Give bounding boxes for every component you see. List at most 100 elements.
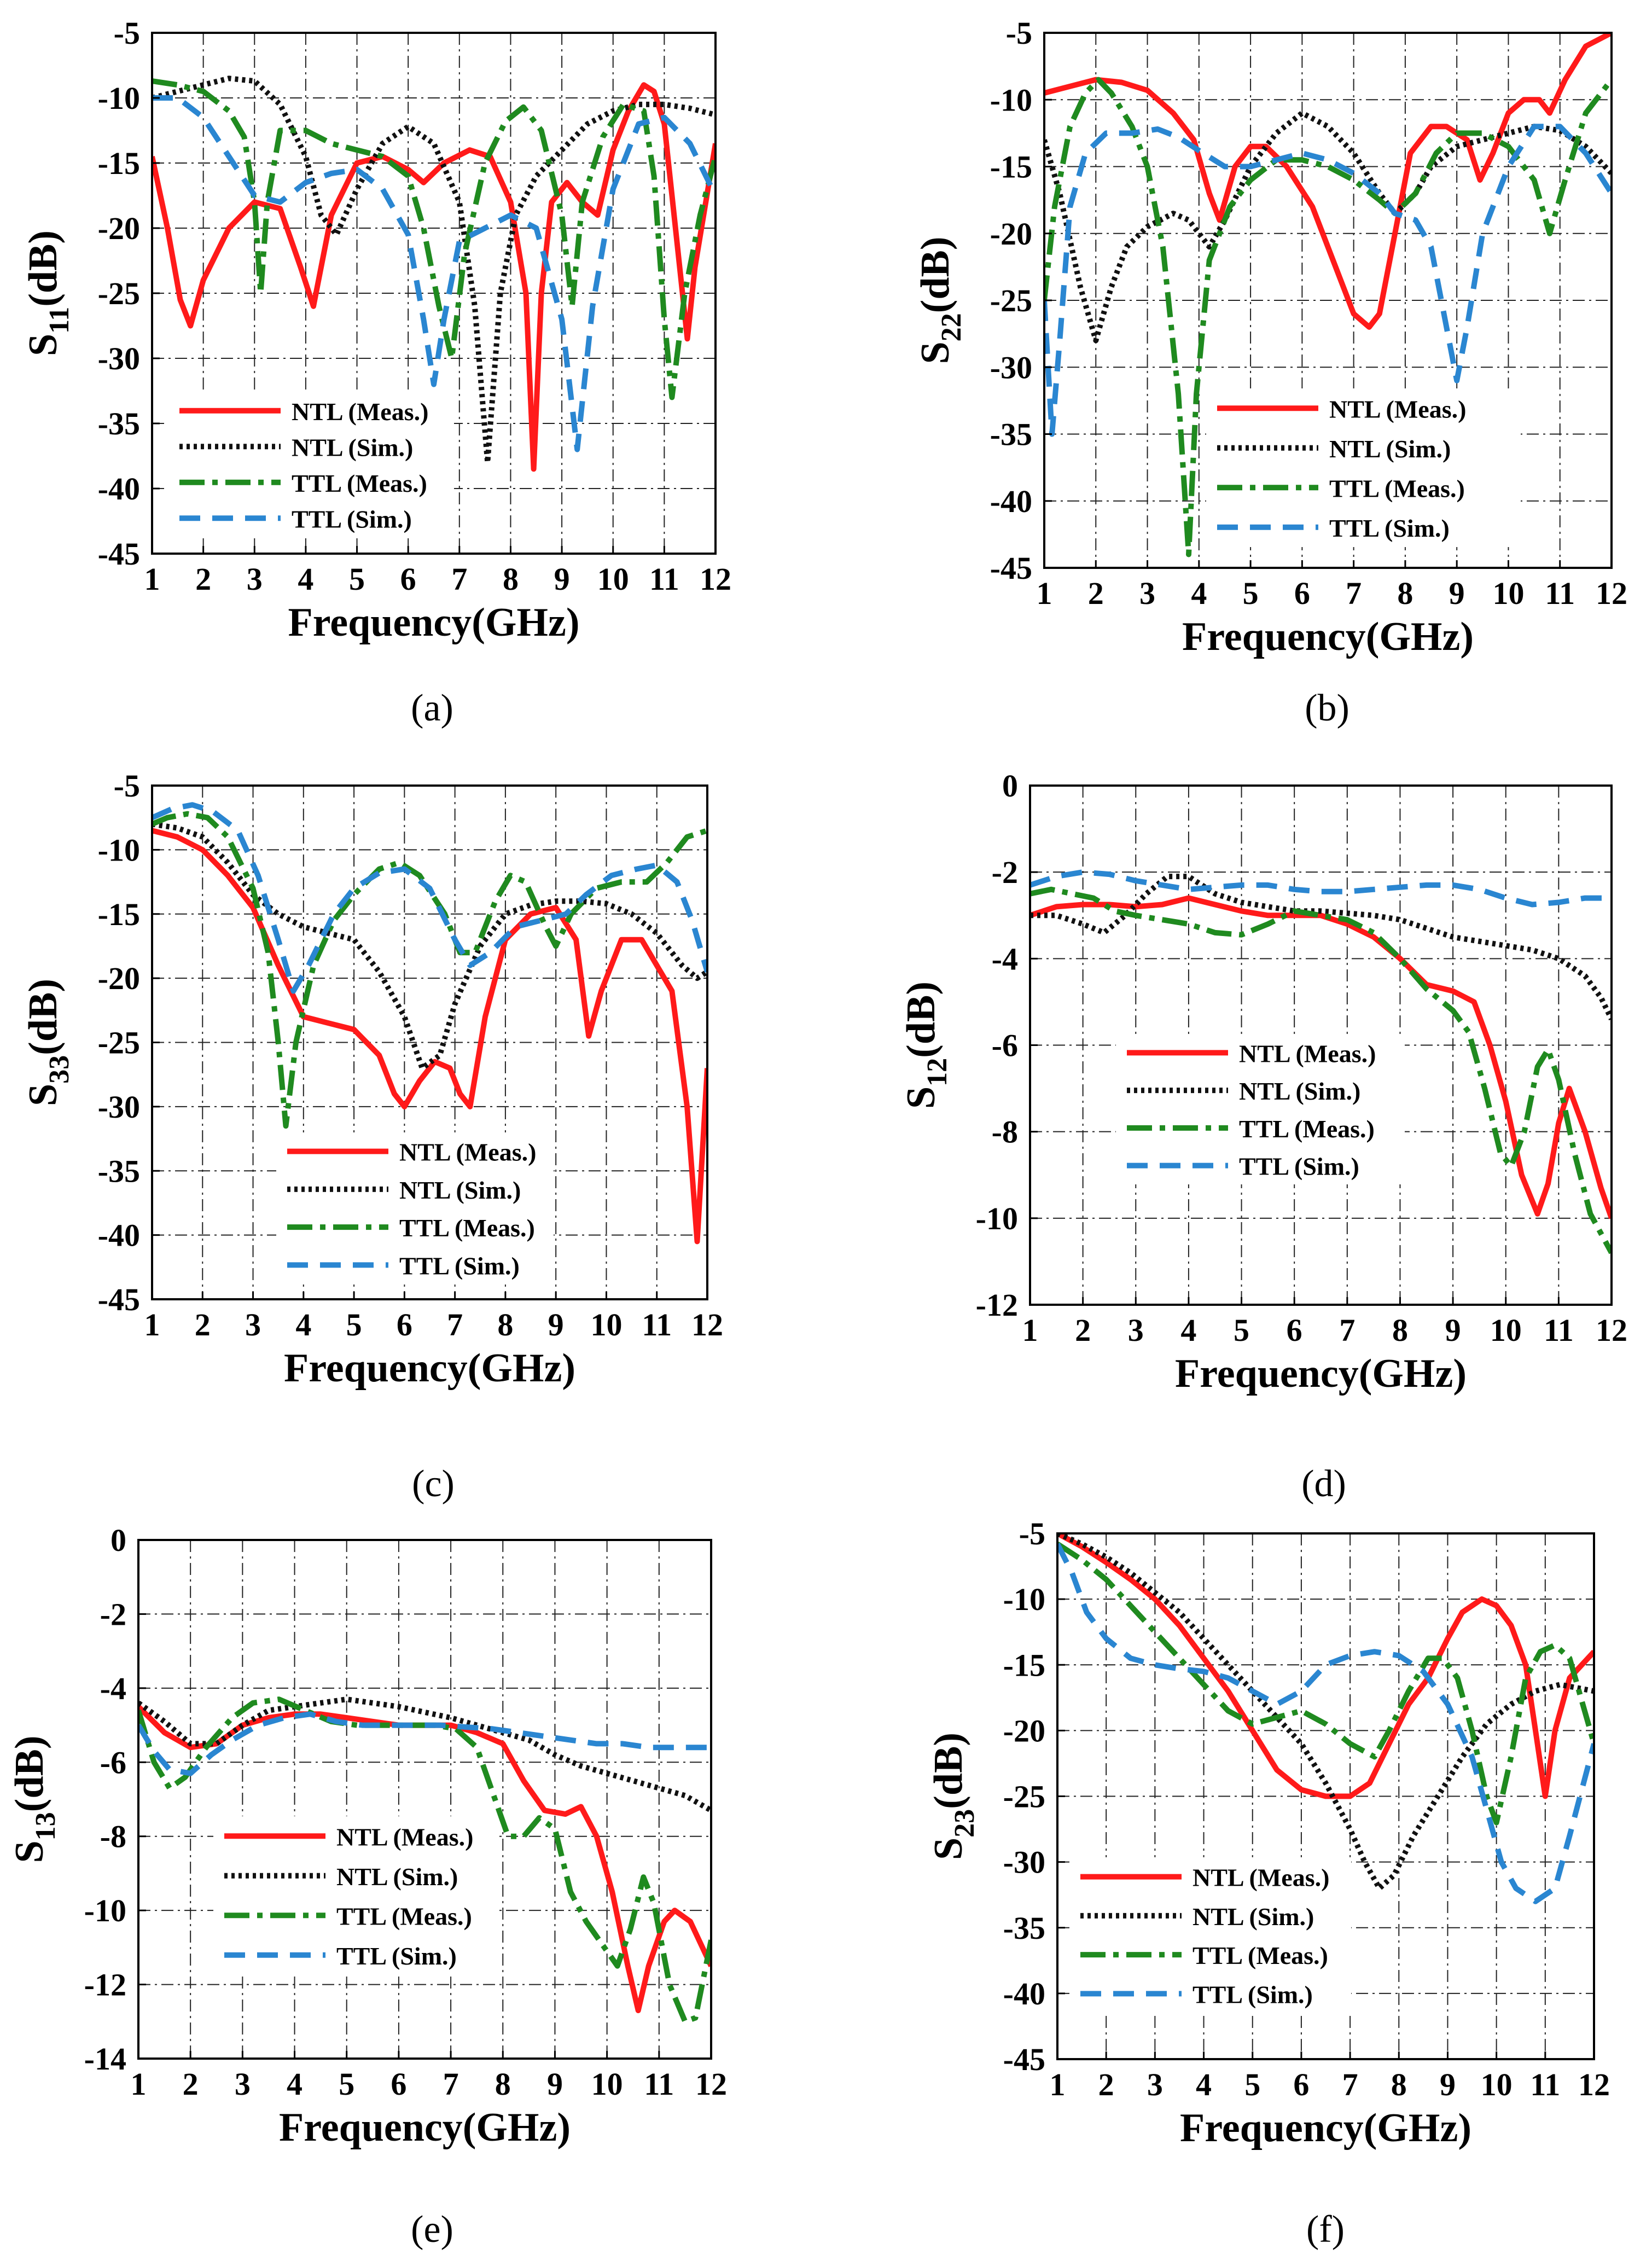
x-tick-label: 8 — [497, 1307, 513, 1342]
x-tick-label: 11 — [649, 561, 679, 597]
legend-entry-label: TTL (Meas.) — [292, 469, 427, 497]
x-tick-label: 3 — [235, 2066, 251, 2102]
y-tick-label: -5 — [1019, 1516, 1045, 1551]
panel-label: (d) — [1301, 1463, 1346, 1505]
x-tick-label: 6 — [391, 2066, 406, 2102]
legend-entry-label: TTL (Meas.) — [399, 1214, 535, 1242]
series-line-ttl-meas — [152, 78, 716, 400]
series-line-ttl-meas — [1030, 886, 1612, 1254]
y-tick-label: -10 — [976, 1201, 1018, 1236]
x-tick-label: 5 — [1244, 2067, 1260, 2102]
legend-entry-label: NTL (Meas.) — [1329, 395, 1466, 423]
x-tick-label: 2 — [195, 561, 211, 597]
y-tick-label: -30 — [98, 341, 140, 376]
x-axis-label: Frequency(GHz) — [1180, 2106, 1471, 2150]
legend-entry-label: NTL (Sim.) — [1239, 1077, 1360, 1105]
x-tick-label: 7 — [443, 2066, 459, 2102]
y-tick-label: -2 — [100, 1596, 126, 1632]
y-tick-label: -5 — [114, 15, 140, 51]
y-tick-label: -45 — [1003, 2042, 1045, 2077]
x-tick-label: 5 — [339, 2066, 354, 2102]
y-axis-label: S23(dB) — [926, 1733, 980, 1860]
legend-entry-label: TTL (Sim.) — [399, 1252, 520, 1280]
x-tick-label: 10 — [590, 1307, 622, 1342]
series-line-ntl-sim — [152, 75, 716, 466]
x-tick-label: 4 — [295, 1307, 311, 1342]
legend: NTL (Meas.) NTL (Sim.) TTL (Meas.) TTL (Sim… — [1069, 1857, 1351, 2013]
x-tick-label: 6 — [1287, 1312, 1302, 1348]
x-tick-label: 10 — [591, 2066, 623, 2102]
legend-entry-label: NTL (Meas.) — [1193, 1864, 1329, 1892]
y-tick-label: -8 — [100, 1819, 126, 1855]
series-line-ttl-sim — [1030, 869, 1612, 908]
y-tick-label: -30 — [98, 1089, 140, 1125]
series-line-ntl-sim — [1057, 1533, 1594, 1891]
x-tick-label: 2 — [1075, 1312, 1091, 1348]
x-tick-label: 3 — [1147, 2067, 1163, 2102]
x-tick-label: 3 — [1128, 1312, 1144, 1348]
legend-entry-label: NTL (Sim.) — [1193, 1903, 1314, 1931]
series-line-ntl-sim — [138, 1696, 711, 1813]
legend-entry-label: TTL (Sim.) — [1239, 1153, 1359, 1181]
plot-frame — [137, 1539, 712, 2060]
x-tick-label: 9 — [547, 2066, 563, 2102]
y-tick-label: -45 — [98, 1282, 140, 1317]
x-axis-label: Frequency(GHz) — [1182, 614, 1474, 659]
legend-entry-label: TTL (Sim.) — [1193, 1980, 1313, 2008]
x-tick-label: 10 — [597, 561, 629, 597]
x-axis-label: Frequency(GHz) — [279, 2105, 571, 2150]
panel-label: (a) — [411, 687, 453, 729]
x-tick-label: 7 — [1346, 576, 1362, 611]
x-tick-label: 8 — [1392, 1312, 1408, 1348]
x-tick-label: 9 — [1440, 2067, 1456, 2102]
y-tick-label: -35 — [990, 417, 1032, 452]
y-tick-label: -35 — [98, 1153, 140, 1189]
chart-panel-c: 1 2 3 4 5 6 7 8 9 10 11 12-45-40-35-30-25-20-15-10-… — [21, 768, 723, 1505]
y-axis-label: S11(dB) — [21, 230, 75, 356]
series-line-ntl-meas — [138, 1705, 711, 2013]
x-tick-label: 1 — [1022, 1312, 1038, 1348]
panel-label: (e) — [411, 2208, 453, 2251]
x-tick-label: 3 — [245, 1307, 261, 1342]
y-tick-label: -30 — [1003, 1845, 1045, 1880]
y-tick-label: -25 — [98, 1025, 140, 1061]
chart-panel-b: 1 2 3 4 5 6 7 8 9 10 11 12-45-40-35-30-25-20-15-10-… — [913, 15, 1627, 729]
panel-label: (c) — [412, 1463, 455, 1505]
x-tick-label: 1 — [144, 1307, 160, 1342]
series-line-ttl-sim — [138, 1711, 711, 1776]
y-tick-label: -12 — [976, 1287, 1018, 1323]
x-tick-label: 9 — [548, 1307, 564, 1342]
y-tick-label: -8 — [992, 1114, 1018, 1150]
x-tick-label: 10 — [1492, 576, 1524, 611]
x-tick-label: 4 — [1180, 1312, 1196, 1348]
y-tick-label: -4 — [992, 941, 1018, 977]
x-tick-label: 12 — [695, 2066, 727, 2102]
y-tick-label: -40 — [98, 471, 140, 507]
series-line-ttl-meas — [152, 811, 707, 1129]
plot-area — [138, 1540, 711, 2059]
y-axis-label: S12(dB) — [899, 981, 953, 1109]
legend-box — [1069, 1857, 1351, 2013]
series-line-ttl-sim — [152, 95, 716, 452]
y-tick-label: -10 — [98, 832, 140, 868]
y-tick-label: -40 — [990, 484, 1032, 519]
legend-box — [213, 1816, 498, 1975]
y-tick-label: -25 — [990, 283, 1032, 318]
x-tick-label: 8 — [1391, 2067, 1407, 2102]
x-tick-label: 6 — [397, 1307, 412, 1342]
x-tick-label: 4 — [1196, 2067, 1212, 2102]
series-line-ntl-meas — [152, 828, 707, 1245]
y-tick-label: -25 — [98, 276, 140, 311]
y-tick-label: -15 — [98, 897, 140, 932]
legend-entry-label: TTL (Sim.) — [292, 505, 412, 533]
x-tick-label: 8 — [503, 561, 519, 597]
x-tick-label: 12 — [1596, 576, 1627, 611]
series-line-ntl-meas — [1044, 33, 1612, 330]
chart-panel-d: 1 2 3 4 5 6 7 8 9 10 11 12-12-10-8-6-4-20Frequency(… — [899, 768, 1627, 1505]
y-tick-label: -35 — [1003, 1910, 1045, 1946]
y-tick-label: -2 — [992, 855, 1018, 890]
series-line-ttl-meas — [1057, 1542, 1594, 1826]
panel-label: (b) — [1305, 687, 1349, 729]
chart-panel-e: 1 2 3 4 5 6 7 8 9 10 11 12-14-12-10-8-6-4-20Frequen… — [7, 1522, 727, 2251]
